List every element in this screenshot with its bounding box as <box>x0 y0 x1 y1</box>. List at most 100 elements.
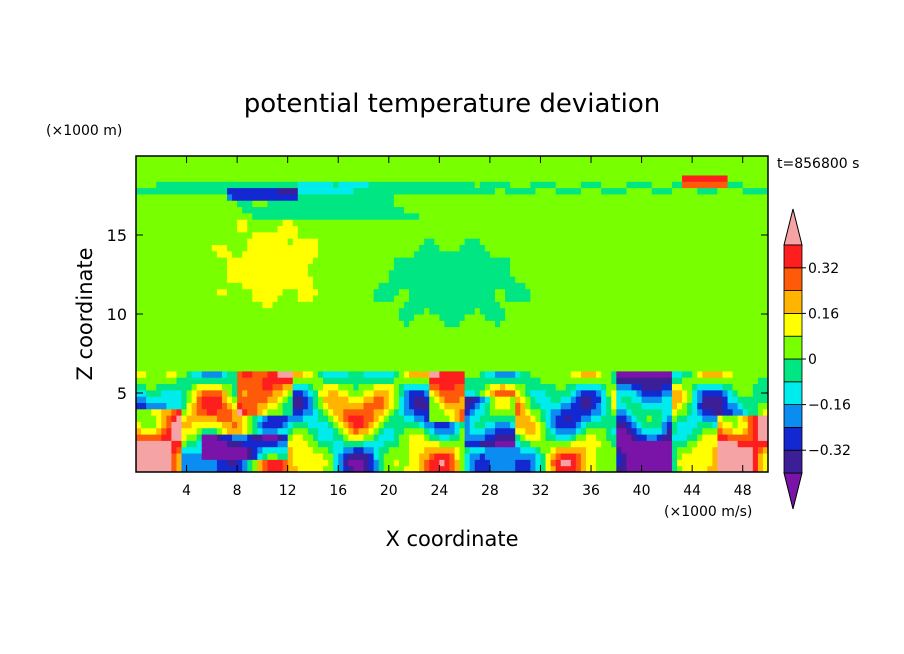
field-cell <box>434 238 440 245</box>
field-cell <box>520 219 526 227</box>
field-cell <box>682 358 688 366</box>
field-cell <box>692 446 698 454</box>
field-cell <box>221 402 228 410</box>
field-cell <box>494 225 501 233</box>
field-cell <box>201 320 208 328</box>
field-cell <box>474 421 481 429</box>
field-cell <box>454 446 461 454</box>
field-cell <box>232 276 238 283</box>
field-cell <box>646 383 653 391</box>
field-cell <box>257 339 263 347</box>
field-cell <box>646 301 653 309</box>
field-cell <box>252 351 258 359</box>
field-cell <box>262 332 268 340</box>
field-cell <box>712 219 718 227</box>
field-cell <box>530 364 536 372</box>
field-cell <box>697 364 703 372</box>
field-cell <box>419 415 425 422</box>
field-cell <box>211 408 218 416</box>
field-cell <box>484 389 491 397</box>
field-cell <box>479 250 486 258</box>
field-cell <box>333 320 339 328</box>
field-cell <box>666 250 673 258</box>
field-cell <box>343 415 349 422</box>
field-cell <box>752 383 759 391</box>
field-cell <box>697 427 703 435</box>
field-cell <box>247 358 253 366</box>
field-cell <box>358 282 365 290</box>
field-cell <box>302 377 309 385</box>
field-cell <box>692 453 698 460</box>
field-cell <box>353 402 359 410</box>
field-cell <box>196 301 203 309</box>
field-cell <box>257 459 263 467</box>
field-cell <box>414 231 420 239</box>
field-cell <box>338 377 344 385</box>
field-cell <box>398 238 405 245</box>
field-cell <box>318 415 324 422</box>
field-cell <box>682 364 688 372</box>
field-cell <box>409 244 415 252</box>
field-cell <box>661 326 668 334</box>
field-cell <box>171 459 177 467</box>
field-cell <box>201 301 208 309</box>
field-cell <box>181 434 188 441</box>
field-cell <box>717 231 723 239</box>
field-cell <box>692 257 698 264</box>
field-cell <box>181 269 188 277</box>
field-cell <box>570 459 577 467</box>
field-cell <box>444 434 450 441</box>
field-cell <box>302 358 309 366</box>
field-cell <box>292 288 299 296</box>
field-cell <box>297 276 304 283</box>
field-cell <box>646 263 653 271</box>
field-cell <box>762 269 769 277</box>
field-cell <box>520 459 526 467</box>
field-cell <box>631 288 638 296</box>
field-cell <box>707 345 713 353</box>
field-cell <box>747 396 754 403</box>
field-cell <box>515 434 521 441</box>
field-cell <box>348 434 354 441</box>
field-cell <box>151 415 157 422</box>
field-cell <box>510 238 516 245</box>
field-cell <box>287 269 294 277</box>
field-cell <box>560 314 567 321</box>
field-cell <box>388 288 395 296</box>
field-cell <box>585 389 592 397</box>
field-cell <box>221 453 228 460</box>
field-cell <box>216 320 223 328</box>
field-cell <box>530 446 536 454</box>
field-cell <box>575 257 582 264</box>
field-cell <box>267 408 274 416</box>
field-cell <box>692 434 698 441</box>
field-cell <box>242 288 248 296</box>
field-cell <box>348 421 354 429</box>
field-cell <box>697 263 703 271</box>
field-cell <box>414 415 420 422</box>
field-cell <box>403 364 410 372</box>
field-cell <box>656 250 663 258</box>
field-cell <box>510 383 516 391</box>
field-cell <box>641 307 648 315</box>
field-cell <box>398 370 405 378</box>
field-cell <box>449 389 456 397</box>
field-cell <box>292 301 299 309</box>
field-cell <box>287 440 294 448</box>
field-cell <box>146 307 152 315</box>
field-cell <box>196 320 203 328</box>
field-cell <box>692 332 698 340</box>
field-cell <box>545 446 552 454</box>
field-cell <box>257 244 263 252</box>
field-cell <box>439 288 445 296</box>
field-cell <box>398 339 405 347</box>
field-cell <box>141 427 147 435</box>
field-cell <box>601 244 607 252</box>
field-cell <box>550 332 557 340</box>
field-cell <box>247 459 253 467</box>
field-cell <box>540 364 547 372</box>
field-cell <box>323 332 329 340</box>
field-cell <box>742 301 749 309</box>
field-cell <box>312 459 319 467</box>
field-cell <box>287 307 294 315</box>
